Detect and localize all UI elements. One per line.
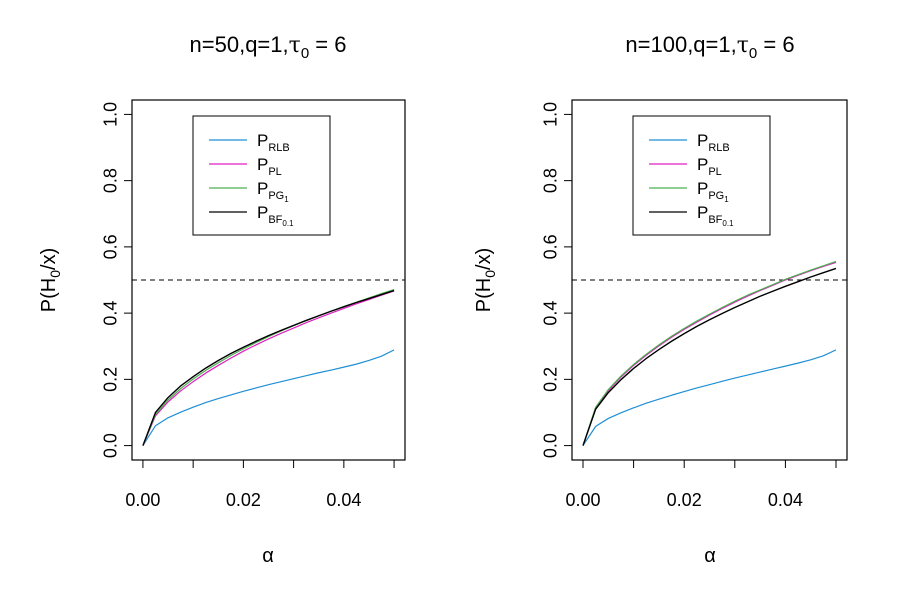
panel1-series-p-bf0-1	[142, 289, 395, 446]
panel2-ytick-label: 0.0	[540, 433, 560, 458]
legend-label: PPL	[257, 155, 282, 178]
panel1-ytick-label: 1.0	[100, 102, 120, 127]
panel1-xtick-label: 0.02	[226, 490, 261, 510]
legend-label: PPG1	[257, 179, 289, 204]
legend-label-base: P	[257, 179, 268, 198]
panel1-ytick-label: 0.2	[100, 367, 120, 392]
panel1-ytick-label: 0.4	[100, 301, 120, 326]
panel1-xtick-label: 0.04	[326, 490, 361, 510]
legend-label-sub: PG	[708, 190, 724, 202]
ylabel-sub: 0	[47, 270, 63, 278]
panel1-ytick-label: 0.8	[100, 168, 120, 193]
panel2-xtick-label: 0.04	[768, 490, 803, 510]
panel2-xtick-label: 0.02	[667, 490, 702, 510]
panel2-ytick-label: 0.4	[540, 301, 560, 326]
title-tau: τ	[289, 33, 301, 58]
panel1-xtick-label: 0.00	[125, 490, 160, 510]
legend-label-base: P	[257, 155, 268, 174]
panel2-ytick-label: 0.2	[540, 367, 560, 392]
panel1-ytick-label: 0.0	[100, 433, 120, 458]
title-tau-sub: 0	[301, 45, 309, 62]
legend-label-subsub: 1	[284, 195, 289, 204]
legend-label: PPG1	[697, 179, 729, 204]
legend-label-sub: PL	[708, 166, 721, 178]
panel1-series-p-pl	[142, 290, 395, 446]
panel2-y-axis-label: P(H0/x)	[473, 248, 498, 312]
panel2-x-axis-label: α	[704, 545, 716, 567]
legend-label: PRLB	[257, 131, 290, 154]
legend-label-base: P	[257, 131, 268, 150]
legend-box	[192, 115, 331, 236]
legend-label-sub: BF	[708, 214, 722, 226]
legend-box	[632, 115, 771, 236]
legend-label-base: P	[697, 155, 708, 174]
panel2-xtick-label: 0.00	[565, 490, 600, 510]
panel2-series-p-pg1	[582, 260, 837, 446]
panel2-ytick-label: 0.8	[540, 168, 560, 193]
legend-label: PRLB	[697, 131, 730, 154]
legend-label-base: P	[697, 179, 708, 198]
title-prefix: n=100,q=1,	[625, 32, 736, 57]
panel1-y-axis-label: P(H0/x)	[38, 248, 63, 312]
panel1-x-axis-label: α	[262, 545, 274, 567]
panel2-chart: n=100,q=1,τ0 = 60.00.20.40.60.81.00.00 0.…	[473, 32, 848, 567]
panel2-title: n=100,q=1,τ0 = 6	[625, 32, 794, 62]
title-tau: τ	[737, 33, 749, 58]
title-tau-sub: 0	[749, 45, 757, 62]
legend-label-base: P	[257, 203, 268, 222]
legend-label-sub: BF	[268, 214, 282, 226]
panel1-title: n=50,q=1,τ0 = 6	[190, 32, 347, 62]
panel1-ytick-label: 0.6	[100, 234, 120, 259]
legend-label: PPL	[697, 155, 722, 178]
panel1-chart: n=50,q=1,τ0 = 60.00.20.40.60.81.00.00 0.0…	[38, 32, 406, 567]
ylabel-rest: /x)	[473, 248, 495, 270]
legend-label: PBF0.1	[257, 203, 294, 228]
title-prefix: n=50,q=1,	[190, 32, 289, 57]
ylabel-sub: 0	[482, 270, 498, 278]
legend-label-sub: PG	[268, 190, 284, 202]
legend-label-subsub: 0.1	[722, 219, 734, 228]
panel2-ytick-label: 1.0	[540, 102, 560, 127]
legend-label-sub: RLB	[708, 142, 729, 154]
legend-label-subsub: 1	[724, 195, 729, 204]
panel1-series-p-pg1	[142, 289, 395, 446]
ylabel-p: P(H	[473, 278, 495, 312]
legend-label-base: P	[697, 131, 708, 150]
panel2-series-p-pl	[582, 261, 837, 446]
title-suffix: = 6	[757, 32, 794, 57]
ylabel-rest: /x)	[38, 248, 60, 270]
panel1-series-p-rlb	[142, 349, 395, 446]
legend-label-base: P	[697, 203, 708, 222]
legend-label-subsub: 0.1	[282, 219, 294, 228]
ylabel-p: P(H	[38, 278, 60, 312]
panel2-series-p-bf0-1	[582, 267, 837, 446]
panel2-series-p-rlb	[582, 349, 837, 446]
legend-label-sub: RLB	[268, 142, 289, 154]
panel2-ytick-label: 0.6	[540, 234, 560, 259]
legend-label-sub: PL	[268, 166, 281, 178]
legend-label: PBF0.1	[697, 203, 734, 228]
title-suffix: = 6	[309, 32, 346, 57]
